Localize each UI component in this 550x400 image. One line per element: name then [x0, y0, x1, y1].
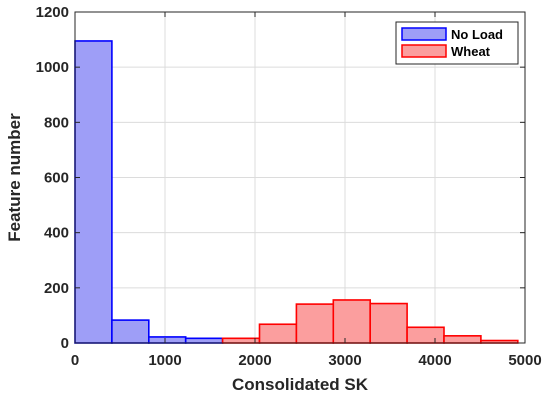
- x-tick-label: 1000: [148, 352, 181, 369]
- legend-swatch-wheat: [401, 44, 447, 58]
- x-tick-label: 4000: [418, 352, 451, 369]
- y-tick-label: 0: [61, 335, 69, 352]
- axis-ticks: [74, 11, 526, 344]
- y-tick-label: 200: [44, 280, 69, 297]
- y-tick-label: 800: [44, 114, 69, 131]
- bar-wheat: [258, 323, 298, 344]
- legend: No Load Wheat: [395, 21, 519, 65]
- bar-wheat: [406, 326, 445, 344]
- legend-swatch-no-load: [401, 27, 447, 41]
- bar-no-load: [184, 337, 224, 344]
- y-axis-title: Feature number: [5, 113, 24, 242]
- histogram-bars: [74, 40, 519, 344]
- x-tick-label: 0: [71, 352, 79, 369]
- legend-label-wheat: Wheat: [451, 44, 491, 59]
- x-tick-label: 5000: [508, 352, 541, 369]
- y-tick-labels: 0 200 400 600 800 1000 1200: [36, 4, 69, 352]
- bar-no-load: [74, 40, 113, 344]
- bar-wheat: [295, 303, 335, 344]
- legend-label-no-load: No Load: [451, 27, 503, 42]
- x-tick-label: 3000: [328, 352, 361, 369]
- y-tick-label: 1000: [36, 59, 69, 76]
- x-tick-label: 2000: [238, 352, 271, 369]
- bar-wheat: [369, 302, 408, 344]
- bar-wheat: [443, 335, 482, 344]
- bar-no-load: [111, 319, 150, 344]
- bar-wheat: [332, 299, 371, 344]
- y-tick-label: 1200: [36, 4, 69, 21]
- bar-no-load: [148, 336, 187, 344]
- bar-wheat: [221, 337, 261, 344]
- x-tick-labels: 0 1000 2000 3000 4000 5000: [71, 352, 542, 369]
- x-axis-title: Consolidated SK: [232, 375, 369, 394]
- y-tick-label: 600: [44, 170, 69, 187]
- y-tick-label: 400: [44, 225, 69, 242]
